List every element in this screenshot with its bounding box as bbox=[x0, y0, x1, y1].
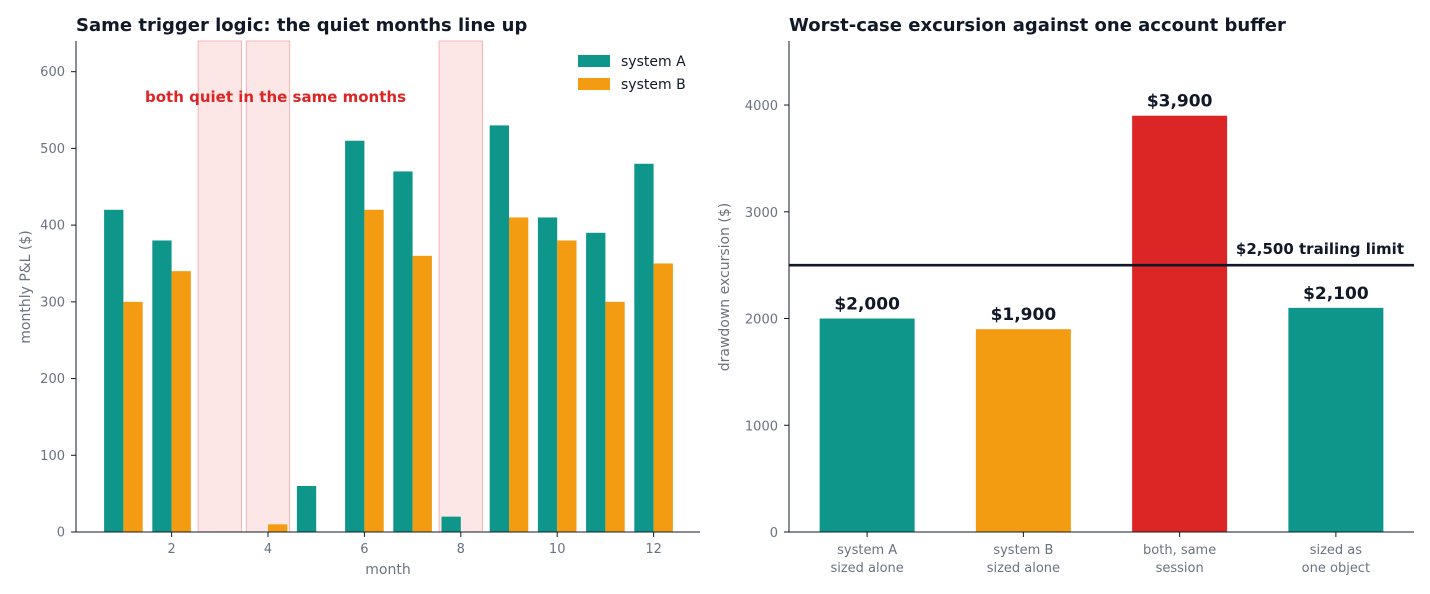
bar-system-B-month-6 bbox=[364, 209, 384, 532]
left-x-ticks: 2 4 6 8 10 12 bbox=[167, 532, 662, 557]
left-legend: system A system B bbox=[578, 54, 686, 93]
quiet-months-annotation: both quiet in the same months bbox=[145, 88, 406, 106]
bar-system-A-month-10 bbox=[537, 217, 558, 532]
excursion-bar-4 bbox=[1288, 307, 1384, 532]
right-chart-title: Worst-case excursion against one account… bbox=[789, 15, 1286, 36]
left-x-tick-label: 6 bbox=[360, 542, 368, 557]
left-x-tick-label: 4 bbox=[264, 542, 272, 557]
right-y-tick-label: 0 bbox=[770, 526, 778, 541]
legend-label-system-a: system A bbox=[621, 54, 686, 70]
left-x-tick-label: 2 bbox=[167, 542, 175, 557]
left-y-tick-label: 500 bbox=[40, 142, 65, 157]
excursion-bar-1 bbox=[819, 318, 915, 532]
left-y-tick-label: 0 bbox=[57, 526, 65, 541]
bar-system-A-month-1 bbox=[104, 209, 124, 532]
bar-system-B-month-11 bbox=[605, 301, 625, 532]
left-y-axis-label: monthly P&L ($) bbox=[18, 230, 34, 344]
left-bars bbox=[104, 125, 673, 532]
excursion-value-label-2: $1,900 bbox=[991, 305, 1057, 325]
quiet-month-highlights bbox=[197, 40, 483, 533]
right-y-axis-label: drawdown excursion ($) bbox=[717, 203, 733, 372]
right-x-category-label: both, same bbox=[1143, 543, 1216, 558]
bar-system-B-month-1 bbox=[123, 301, 143, 532]
bar-system-B-month-7 bbox=[412, 255, 432, 532]
left-y-tick-label: 400 bbox=[40, 219, 65, 234]
excursion-value-label-3: $3,900 bbox=[1147, 92, 1213, 112]
left-x-tick-label: 8 bbox=[457, 542, 465, 557]
right-x-category-label: session bbox=[1156, 561, 1204, 576]
legend-label-system-b: system B bbox=[621, 77, 686, 93]
legend-swatch-system-a bbox=[578, 55, 610, 67]
left-x-tick-label: 10 bbox=[549, 542, 566, 557]
bar-system-A-month-12 bbox=[634, 163, 654, 532]
left-x-axis-label: month bbox=[365, 562, 410, 578]
right-x-category-label: system B bbox=[993, 543, 1053, 558]
bar-system-A-month-8 bbox=[441, 516, 461, 532]
left-y-tick-label: 600 bbox=[40, 65, 65, 80]
right-y-tick-label: 4000 bbox=[745, 99, 778, 114]
left-y-tick-label: 300 bbox=[40, 295, 65, 310]
right-y-tick-label: 2000 bbox=[745, 313, 778, 328]
quiet-month-band-3 bbox=[197, 40, 242, 533]
quiet-month-band-8 bbox=[438, 40, 483, 533]
bar-system-A-month-2 bbox=[152, 240, 172, 532]
bar-system-A-month-9 bbox=[489, 125, 509, 532]
excursion-value-label-1: $2,000 bbox=[834, 295, 900, 315]
right-bars: $2,000 $1,900 $3,900 $2,100 bbox=[819, 92, 1384, 532]
right-chart-panel: Worst-case excursion against one account… bbox=[717, 15, 1414, 576]
right-x-category-label: sized as bbox=[1310, 543, 1363, 558]
left-y-tick-label: 100 bbox=[40, 449, 65, 464]
right-y-tick-label: 3000 bbox=[745, 206, 778, 221]
left-y-ticks: 0 100 200 300 400 500 600 bbox=[40, 65, 76, 541]
right-x-category-label: sized alone bbox=[830, 561, 903, 576]
bar-system-A-month-5 bbox=[296, 485, 317, 532]
left-x-tick-label: 12 bbox=[645, 542, 662, 557]
left-chart-title: Same trigger logic: the quiet months lin… bbox=[76, 15, 527, 36]
right-x-category-label: system A bbox=[837, 543, 897, 558]
excursion-bar-3 bbox=[1132, 115, 1228, 532]
right-y-ticks: 0 1000 2000 3000 4000 bbox=[745, 99, 789, 541]
right-y-tick-label: 1000 bbox=[745, 419, 778, 434]
left-y-tick-label: 200 bbox=[40, 372, 65, 387]
trailing-limit-label: $2,500 trailing limit bbox=[1236, 240, 1404, 258]
legend-swatch-system-b bbox=[578, 78, 610, 90]
left-chart-panel: Same trigger logic: the quiet months lin… bbox=[18, 15, 700, 578]
right-x-ticks: system A sized alone system B sized alone bo… bbox=[830, 532, 1370, 576]
bar-system-B-month-12 bbox=[653, 263, 673, 532]
bar-system-B-month-2 bbox=[171, 271, 191, 532]
excursion-value-label-4: $2,100 bbox=[1303, 284, 1369, 304]
bar-system-A-month-6 bbox=[345, 140, 365, 532]
right-x-category-label: sized alone bbox=[987, 561, 1060, 576]
quiet-month-band-4 bbox=[245, 40, 291, 533]
bar-system-A-month-11 bbox=[586, 232, 606, 532]
right-x-category-label: one object bbox=[1302, 561, 1370, 576]
excursion-bar-2 bbox=[975, 329, 1071, 532]
bar-system-A-month-7 bbox=[393, 171, 413, 532]
bar-system-B-month-4 bbox=[268, 524, 288, 532]
bar-system-B-month-9 bbox=[509, 217, 529, 532]
bar-system-B-month-10 bbox=[557, 240, 577, 532]
trailing-limit-line-group: $2,500 trailing limit bbox=[789, 240, 1414, 267]
